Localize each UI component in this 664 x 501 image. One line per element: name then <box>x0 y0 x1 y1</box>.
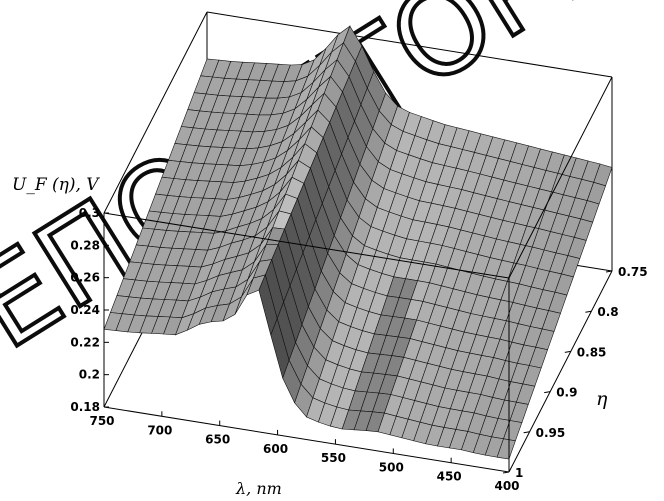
x-tick-label: 750 <box>89 414 114 428</box>
box-edge <box>206 11 613 78</box>
z-tick-label: 0.2 <box>79 368 100 382</box>
y-tick-label: 0.75 <box>618 265 648 279</box>
y-tick-label: 0.85 <box>577 345 607 359</box>
x-axis-label: λ, nm <box>235 479 282 498</box>
x-tick-label: 400 <box>494 479 519 493</box>
z-axis-ticks: 0.18 0.2 0.22 0.24 0.26 0.28 0.3 <box>70 206 109 414</box>
y-tick-mark <box>605 270 613 273</box>
y-tick-mark <box>544 391 551 394</box>
z-tick-label: 0.3 <box>79 206 100 220</box>
y-tick-label: 0.95 <box>536 426 566 440</box>
box-edge <box>508 76 613 279</box>
y-tick-label: 1 <box>515 466 523 480</box>
y-axis-ticks: 0.75 0.8 0.85 0.9 0.95 1 <box>502 265 648 480</box>
z-tick-label: 0.26 <box>70 271 100 285</box>
box-edge <box>508 270 613 473</box>
x-tick-label: 450 <box>437 470 462 484</box>
x-tick-label: 650 <box>205 433 230 447</box>
z-tick-label: 0.18 <box>70 400 100 414</box>
y-tick-mark <box>523 431 530 434</box>
y-tick-label: 0.8 <box>597 305 618 319</box>
box-edge <box>103 406 510 473</box>
x-axis-ticks: 750 700 650 600 550 500 450 400 <box>89 402 520 493</box>
z-tick-label: 0.22 <box>70 335 100 349</box>
x-tick-label: 550 <box>321 451 346 465</box>
x-tick-label: 500 <box>379 460 404 474</box>
box-edge <box>103 212 510 279</box>
y-tick-mark <box>564 350 571 353</box>
z-tick-label: 0.28 <box>70 238 100 252</box>
z-axis-label: U_F (η), V <box>12 175 100 195</box>
box-edge <box>103 11 208 214</box>
y-tick-label: 0.9 <box>556 386 577 400</box>
x-tick-label: 600 <box>263 442 288 456</box>
y-tick-mark <box>502 471 510 474</box>
z-tick-label: 0.24 <box>70 303 100 317</box>
y-axis-label: η <box>596 388 608 410</box>
x-tick-label: 700 <box>147 423 172 437</box>
surface-mesh <box>103 25 613 460</box>
y-tick-mark <box>585 310 592 313</box>
